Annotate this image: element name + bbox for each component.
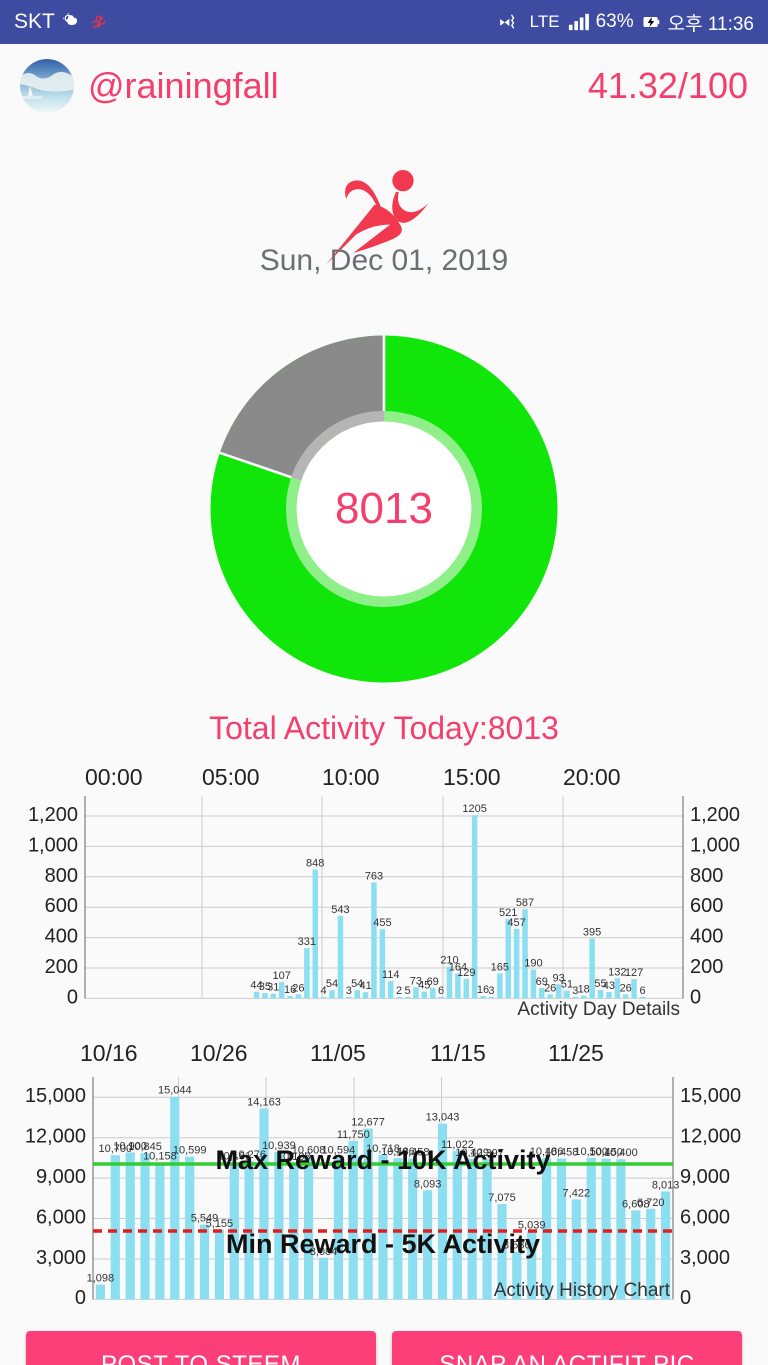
- svg-text:8,013: 8,013: [652, 1179, 680, 1191]
- svg-text:Max Reward - 10K Activity: Max Reward - 10K Activity: [215, 1145, 550, 1175]
- svg-text:14,163: 14,163: [247, 1097, 281, 1109]
- svg-text:51: 51: [561, 979, 573, 991]
- svg-text:1,000: 1,000: [690, 834, 740, 856]
- svg-text:10,400: 10,400: [604, 1147, 638, 1159]
- svg-text:15:00: 15:00: [443, 765, 501, 790]
- svg-text:6: 6: [639, 985, 645, 997]
- svg-text:400: 400: [45, 926, 78, 948]
- svg-text:69: 69: [427, 976, 439, 988]
- svg-text:848: 848: [306, 858, 324, 870]
- svg-text:11/15: 11/15: [430, 1041, 486, 1066]
- svg-text:114: 114: [382, 969, 400, 981]
- svg-text:3: 3: [488, 985, 494, 997]
- svg-text:395: 395: [583, 926, 601, 938]
- svg-text:00:00: 00:00: [85, 765, 143, 790]
- svg-text:Activity Day Details: Activity Day Details: [517, 999, 680, 1020]
- svg-text:0: 0: [75, 1287, 86, 1309]
- svg-text:6: 6: [438, 985, 444, 997]
- svg-text:11,750: 11,750: [337, 1129, 370, 1141]
- svg-text:3,000: 3,000: [36, 1247, 86, 1269]
- svg-text:15,000: 15,000: [680, 1085, 741, 1107]
- svg-text:10,599: 10,599: [173, 1145, 207, 1157]
- svg-text:Activity History Chart: Activity History Chart: [494, 1280, 671, 1301]
- svg-text:7,422: 7,422: [563, 1187, 591, 1199]
- svg-text:12,000: 12,000: [680, 1126, 741, 1148]
- svg-text:6,000: 6,000: [680, 1206, 730, 1228]
- svg-text:54: 54: [326, 978, 338, 990]
- svg-text:1,000: 1,000: [28, 834, 78, 856]
- svg-text:0: 0: [67, 986, 78, 1008]
- svg-text:200: 200: [690, 956, 723, 978]
- svg-text:587: 587: [516, 897, 534, 909]
- svg-text:05:00: 05:00: [202, 765, 260, 790]
- svg-text:10:00: 10:00: [322, 765, 380, 790]
- svg-text:26: 26: [620, 982, 632, 994]
- svg-text:13,043: 13,043: [426, 1112, 460, 1124]
- svg-text:600: 600: [690, 895, 723, 917]
- svg-text:165: 165: [491, 961, 509, 973]
- svg-text:190: 190: [524, 958, 542, 970]
- svg-text:12,677: 12,677: [351, 1117, 385, 1129]
- svg-text:26: 26: [292, 982, 304, 994]
- svg-text:3,000: 3,000: [680, 1247, 730, 1269]
- svg-text:1,098: 1,098: [87, 1273, 115, 1285]
- svg-text:16: 16: [477, 984, 489, 996]
- svg-text:10/16: 10/16: [80, 1041, 138, 1066]
- svg-text:10,158: 10,158: [143, 1151, 177, 1163]
- svg-text:0: 0: [690, 986, 701, 1008]
- svg-text:800: 800: [690, 865, 723, 887]
- svg-text:7,075: 7,075: [488, 1192, 516, 1204]
- svg-text:11/25: 11/25: [548, 1041, 604, 1066]
- svg-text:6,000: 6,000: [36, 1206, 86, 1228]
- svg-text:1,200: 1,200: [690, 804, 740, 826]
- svg-text:132: 132: [608, 966, 626, 978]
- svg-text:127: 127: [625, 967, 643, 979]
- svg-text:763: 763: [365, 870, 383, 882]
- svg-text:18: 18: [578, 984, 590, 996]
- svg-text:43: 43: [603, 980, 615, 992]
- svg-text:12,000: 12,000: [25, 1126, 86, 1148]
- svg-text:0: 0: [680, 1287, 691, 1309]
- svg-text:31: 31: [267, 982, 279, 994]
- svg-text:1205: 1205: [462, 803, 486, 815]
- svg-text:11/05: 11/05: [310, 1041, 366, 1066]
- svg-text:9,000: 9,000: [36, 1166, 86, 1188]
- svg-text:400: 400: [690, 926, 723, 948]
- svg-text:41: 41: [359, 980, 371, 992]
- svg-text:457: 457: [507, 917, 525, 929]
- svg-text:15,000: 15,000: [25, 1085, 86, 1107]
- svg-text:9,000: 9,000: [680, 1166, 730, 1188]
- svg-text:800: 800: [45, 865, 78, 887]
- svg-text:331: 331: [298, 936, 316, 948]
- svg-text:20:00: 20:00: [563, 765, 621, 790]
- svg-text:8,093: 8,093: [414, 1178, 442, 1190]
- svg-text:200: 200: [45, 956, 78, 978]
- svg-text:1,200: 1,200: [28, 804, 78, 826]
- svg-text:543: 543: [331, 904, 349, 916]
- svg-text:129: 129: [457, 967, 475, 979]
- svg-text:6,720: 6,720: [637, 1197, 665, 1209]
- svg-text:455: 455: [373, 917, 391, 929]
- svg-text:600: 600: [45, 895, 78, 917]
- svg-text:10/26: 10/26: [190, 1041, 248, 1066]
- svg-text:107: 107: [273, 970, 291, 982]
- svg-text:2: 2: [396, 985, 402, 997]
- svg-text:15,044: 15,044: [158, 1085, 192, 1097]
- svg-text:Min Reward - 5K Activity: Min Reward - 5K Activity: [226, 1229, 540, 1259]
